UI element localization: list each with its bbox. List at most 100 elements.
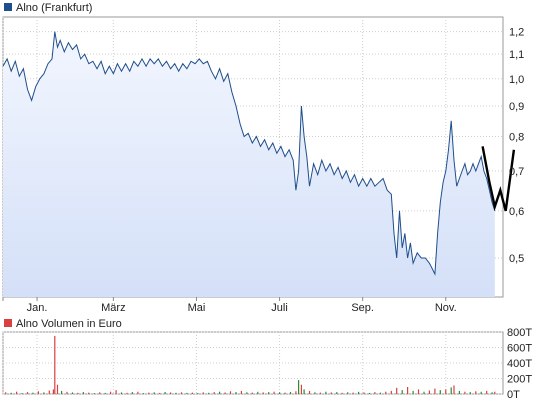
- volume-bar: [308, 390, 311, 394]
- volume-bar: [453, 385, 455, 394]
- volume-bar: [358, 391, 360, 394]
- volume-bar: [71, 392, 74, 394]
- volume-bar: [110, 391, 112, 394]
- price-legend-swatch: [4, 3, 12, 11]
- volume-bar: [10, 392, 12, 394]
- volume-bar: [32, 392, 34, 394]
- volume-y-tick-label: 0T: [507, 389, 520, 401]
- volume-bar: [246, 392, 248, 394]
- volume-bar: [262, 392, 264, 394]
- volume-bar: [48, 390, 50, 394]
- volume-bar: [439, 390, 441, 394]
- volume-bar: [170, 392, 172, 394]
- volume-y-axis: 0T 200T 400T 600T 800T: [507, 327, 532, 401]
- volume-bar: [37, 391, 39, 394]
- volume-bar: [363, 392, 365, 394]
- volume-bar: [396, 387, 398, 394]
- price-y-tick-label: 0,6: [509, 206, 524, 218]
- volume-bar: [56, 384, 59, 394]
- price-overlay-line: [481, 146, 516, 212]
- volume-bar: [279, 392, 281, 394]
- price-y-tick-label: 1,0: [509, 74, 524, 86]
- volume-bar: [5, 392, 7, 394]
- volume-bar: [341, 392, 343, 394]
- volume-bar: [186, 392, 188, 394]
- volume-bar: [352, 392, 354, 394]
- volume-bar: [99, 392, 101, 394]
- volume-bar: [240, 390, 242, 394]
- volume-bar: [401, 390, 403, 394]
- price-x-tick-label: Juli: [271, 302, 288, 314]
- volume-bar: [21, 393, 23, 394]
- volume-bars: [5, 335, 496, 394]
- volume-bar: [66, 391, 68, 394]
- volume-bar: [347, 392, 349, 394]
- volume-bar: [142, 393, 144, 394]
- volume-bar: [235, 392, 237, 394]
- price-x-tick-label: Mai: [188, 302, 206, 314]
- volume-bar: [77, 392, 79, 394]
- volume-bar: [469, 392, 471, 394]
- price-y-tick-label: 1,1: [509, 49, 524, 61]
- volume-bar: [164, 392, 166, 394]
- volume-bar: [298, 380, 300, 394]
- volume-bar: [137, 391, 139, 394]
- volume-bar: [180, 392, 183, 394]
- volume-bar: [43, 392, 45, 394]
- volume-bar: [303, 389, 305, 394]
- volume-bar: [450, 387, 452, 394]
- price-x-tick-label: März: [101, 302, 125, 314]
- volume-bar: [417, 389, 420, 394]
- volume-bar: [374, 392, 376, 394]
- volume-bar: [407, 387, 409, 394]
- volume-bar: [54, 335, 56, 394]
- volume-bar: [434, 388, 436, 394]
- volume-y-tick-label: 200T: [507, 374, 532, 386]
- volume-bar: [428, 390, 430, 394]
- volume-bar: [93, 393, 95, 394]
- volume-bar: [88, 392, 90, 394]
- volume-bar: [314, 392, 316, 394]
- volume-bar: [159, 392, 161, 394]
- volume-bar: [229, 391, 232, 394]
- volume-bar: [257, 391, 259, 394]
- volume-bar: [379, 392, 381, 394]
- volume-bar: [336, 392, 338, 394]
- volume-bar: [289, 392, 292, 394]
- volume-bar: [390, 390, 392, 394]
- volume-bar: [191, 392, 193, 394]
- price-y-tick-label: 0,7: [509, 166, 524, 178]
- volume-legend-label: Alno Volumen in Euro: [16, 318, 122, 330]
- volume-bar: [120, 392, 123, 394]
- price-legend-label: Alno (Frankfurt): [16, 2, 92, 14]
- volume-bar: [115, 390, 117, 394]
- volume-bar: [475, 391, 477, 394]
- volume-bar: [486, 390, 488, 394]
- price-x-tick-label: Sep.: [351, 302, 374, 314]
- volume-bar: [175, 392, 177, 394]
- price-area-fill: [3, 31, 495, 297]
- volume-grid: [2, 331, 503, 395]
- volume-bar: [251, 392, 253, 394]
- volume-bar: [295, 391, 297, 394]
- volume-bar: [202, 392, 204, 394]
- volume-bar: [319, 392, 321, 394]
- volume-y-tick-label: 600T: [507, 343, 532, 355]
- volume-bar: [52, 389, 54, 394]
- volume-bar: [423, 391, 425, 394]
- volume-bar: [300, 384, 302, 394]
- volume-bar: [16, 391, 18, 394]
- volume-bar: [26, 392, 29, 394]
- price-y-tick-label: 1,2: [509, 27, 524, 39]
- volume-bar: [284, 392, 286, 394]
- volume-bar: [219, 391, 221, 394]
- price-panel: Alno (Frankfurt) 0,5 0,6 0,7 0,8 0,9 1,0 1,1 1,…: [2, 2, 524, 314]
- volume-bar: [494, 391, 496, 394]
- price-x-tick-label: Jan.: [27, 302, 48, 314]
- price-x-tick-label: Nov.: [435, 302, 457, 314]
- volume-bar: [104, 392, 106, 394]
- volume-bar: [385, 391, 387, 394]
- price-y-tick-label: 0,5: [509, 253, 524, 265]
- volume-bar: [325, 391, 327, 394]
- volume-bar: [464, 391, 466, 394]
